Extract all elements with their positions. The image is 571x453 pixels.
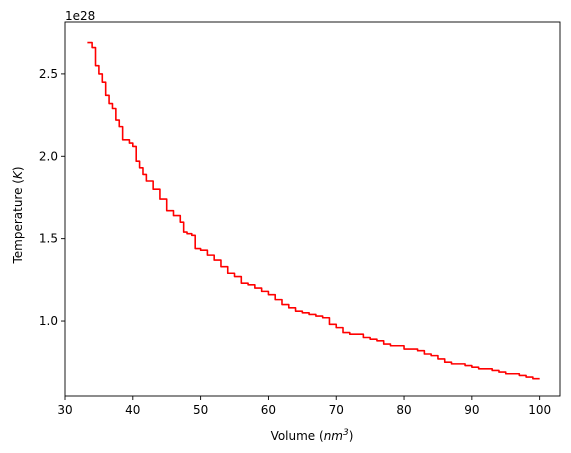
y-axis-label-prefix: Temperature ( (11, 179, 25, 265)
x-tick-label: 40 (125, 403, 140, 417)
y-tick-label: 1.0 (39, 314, 58, 328)
x-tick-label: 70 (329, 403, 344, 417)
x-axis-label-suffix: ) (349, 429, 354, 443)
plot-frame (64, 21, 561, 397)
y-axis-ticks: 1.0 1.5 2.0 2.5 (39, 67, 65, 328)
y-axis-label-unit: K (11, 170, 25, 179)
y-axis-label: Temperature (K) (11, 166, 25, 264)
x-axis-label-unit: nm (324, 429, 343, 443)
series-line-0 (87, 41, 540, 380)
x-axis-label-prefix: Volume ( (271, 429, 324, 443)
x-axis-ticks: 30 40 50 60 70 80 90 100 (57, 396, 551, 417)
y-axis-offset-text: 1e28 (65, 9, 95, 23)
y-tick-label: 2.0 (39, 149, 58, 163)
x-tick-label: 80 (396, 403, 411, 417)
y-tick-label: 2.5 (39, 67, 58, 81)
y-axis-label-suffix: ) (11, 166, 25, 171)
x-tick-label: 30 (57, 403, 72, 417)
x-axis-label-exponent: 3 (343, 428, 349, 438)
x-tick-label: 60 (261, 403, 276, 417)
x-tick-label: 90 (464, 403, 479, 417)
y-tick-label: 1.5 (39, 232, 58, 246)
x-tick-label: 50 (193, 403, 208, 417)
x-tick-label: 100 (528, 403, 551, 417)
x-axis-label: Volume (nm3) (271, 428, 354, 443)
plot-area (64, 21, 561, 397)
